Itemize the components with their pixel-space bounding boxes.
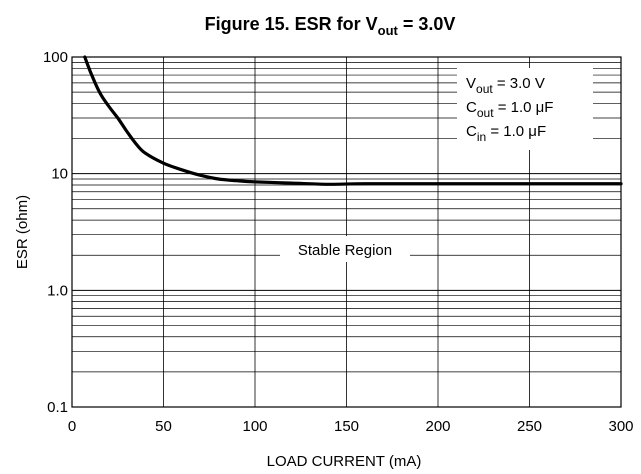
condition-cin: Cin = 1.0 μF bbox=[466, 123, 546, 144]
condition-vout-sub: out bbox=[476, 82, 493, 96]
x-tick-label: 300 bbox=[608, 418, 633, 435]
y-tick-label: 1.0 bbox=[47, 282, 68, 299]
stable-region-label: Stable Region bbox=[298, 242, 392, 259]
esr-boundary-curve bbox=[83, 55, 623, 186]
plot-frame bbox=[71, 56, 622, 408]
condition-cin-main: C bbox=[466, 123, 477, 140]
x-tick-label: 200 bbox=[425, 418, 450, 435]
x-axis-ticks: 0 50 100 150 200 250 300 bbox=[68, 418, 634, 435]
condition-cout-rest: = 1.0 μF bbox=[494, 99, 554, 116]
y-tick-label: 0.1 bbox=[47, 399, 68, 416]
condition-cin-rest: = 1.0 μF bbox=[486, 123, 546, 140]
y-tick-label: 100 bbox=[43, 49, 68, 66]
condition-vout: Vout = 3.0 V bbox=[466, 75, 545, 96]
condition-cout: Cout = 1.0 μF bbox=[466, 99, 553, 120]
x-tick-label: 150 bbox=[334, 418, 359, 435]
chart-title-suffix: = 3.0V bbox=[398, 14, 456, 34]
chart-title-prefix: Figure 15. ESR for V bbox=[205, 14, 378, 34]
condition-vout-main: V bbox=[466, 75, 476, 92]
x-axis-label: LOAD CURRENT (mA) bbox=[267, 453, 422, 470]
x-tick-label: 50 bbox=[155, 418, 172, 435]
y-tick-label: 10 bbox=[51, 166, 68, 183]
condition-cin-sub: in bbox=[477, 130, 486, 144]
conditions-box-bg bbox=[457, 68, 593, 150]
condition-cout-sub: out bbox=[477, 106, 494, 120]
condition-vout-rest: = 3.0 V bbox=[493, 75, 545, 92]
stable-region-label-bg bbox=[280, 236, 410, 262]
x-tick-label: 0 bbox=[68, 418, 76, 435]
condition-cout-main: C bbox=[466, 99, 477, 116]
y-axis-label: ESR (ohm) bbox=[14, 195, 31, 269]
chart-title: Figure 15. ESR for Vout = 3.0V bbox=[205, 14, 456, 38]
chart-title-subscript: out bbox=[378, 23, 399, 38]
x-tick-label: 250 bbox=[517, 418, 542, 435]
x-tick-label: 100 bbox=[242, 418, 267, 435]
y-axis-ticks: 0.1 1.0 10 100 bbox=[43, 49, 68, 416]
